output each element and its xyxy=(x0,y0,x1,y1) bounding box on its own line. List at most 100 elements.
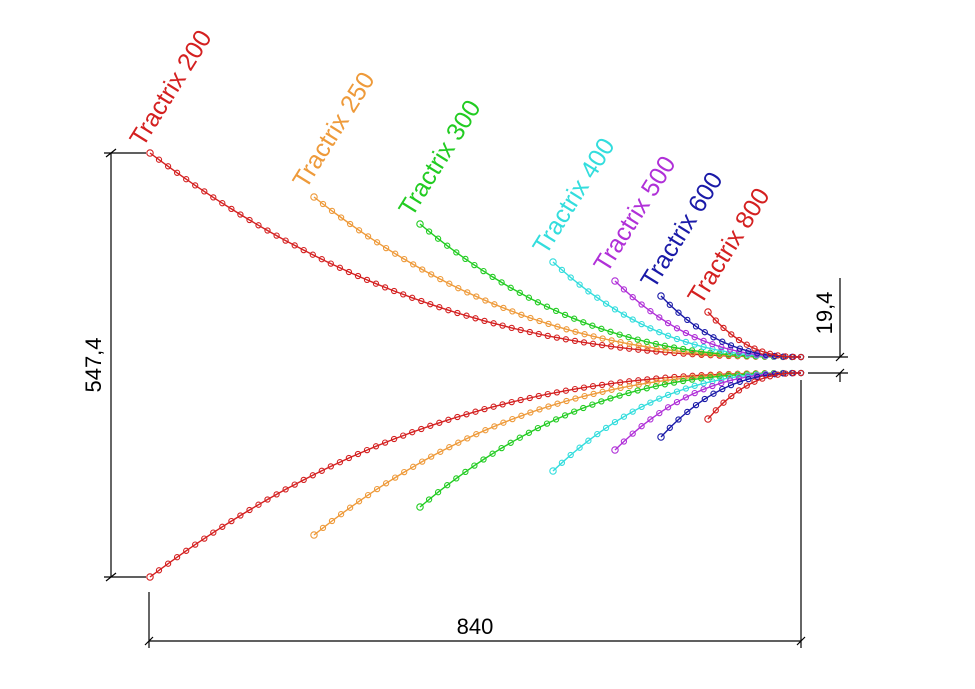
curve-node xyxy=(318,467,325,474)
curve-node xyxy=(463,312,470,319)
curve-node xyxy=(675,416,682,423)
curve-node xyxy=(416,503,424,511)
curve-node xyxy=(490,403,497,410)
curve-node xyxy=(589,322,596,329)
curve-node xyxy=(363,276,371,284)
curve-node xyxy=(446,444,453,451)
curve-node xyxy=(146,149,154,157)
curve-node xyxy=(455,439,462,446)
curve-node xyxy=(585,288,592,295)
curve-node xyxy=(700,380,707,387)
curve-node xyxy=(743,382,750,389)
curve-node xyxy=(571,337,579,345)
curve-node xyxy=(183,547,190,554)
curve-node xyxy=(589,401,596,408)
curve-node xyxy=(580,339,588,346)
curve-node xyxy=(782,353,789,360)
curve-node xyxy=(516,289,523,296)
curve-node xyxy=(656,314,663,321)
curve-node xyxy=(700,337,707,345)
curve-node xyxy=(392,250,399,257)
curve-node xyxy=(736,345,743,352)
tractrix-curve-lower xyxy=(149,372,801,578)
curve-node xyxy=(291,242,298,249)
curve-node xyxy=(264,227,271,234)
curve-node xyxy=(673,325,681,332)
curve-node xyxy=(300,246,307,254)
curve-node xyxy=(282,486,289,493)
curve-node xyxy=(571,385,579,393)
curve-node xyxy=(490,320,497,327)
curve-node xyxy=(607,343,615,350)
curve-node xyxy=(718,379,725,387)
curve-node xyxy=(589,383,597,390)
curve-node xyxy=(273,232,280,239)
curve-node xyxy=(571,408,578,415)
curve-node xyxy=(228,517,235,525)
curve-node xyxy=(682,329,690,337)
curve-node xyxy=(481,405,488,413)
curve-node xyxy=(527,314,534,322)
curve-node xyxy=(774,371,781,378)
curve-node xyxy=(273,491,280,498)
curve-node xyxy=(562,336,570,343)
curve-node xyxy=(662,346,669,353)
curve-node xyxy=(463,411,470,418)
curve-node xyxy=(373,485,381,493)
width-dimension: 840 xyxy=(144,380,806,648)
curve-node xyxy=(580,319,587,326)
curve-node xyxy=(720,324,727,332)
curve-node xyxy=(561,311,569,319)
curve-node xyxy=(608,337,615,344)
curve-node xyxy=(373,239,381,246)
curve-node xyxy=(346,220,354,228)
curve-node xyxy=(381,439,389,446)
curve-node xyxy=(617,339,624,346)
curve-node xyxy=(625,334,632,341)
curve-node xyxy=(427,422,434,429)
curve-node xyxy=(734,352,741,359)
curve-node xyxy=(736,378,743,385)
curve-node xyxy=(482,297,489,304)
curve-node xyxy=(210,529,217,536)
curve-node xyxy=(318,256,325,263)
curve-node xyxy=(709,382,716,390)
curve-node xyxy=(643,385,650,392)
curve-node xyxy=(517,326,524,334)
curve-node xyxy=(455,285,462,292)
curve-node xyxy=(337,214,345,221)
curve-node xyxy=(653,378,660,385)
curve-node xyxy=(219,200,226,207)
curve-node xyxy=(673,398,681,406)
curve-node xyxy=(664,404,672,411)
curve-node xyxy=(598,398,605,405)
curve-node xyxy=(652,340,660,348)
curve-node xyxy=(666,301,673,308)
tractrix-curve-upper xyxy=(313,196,801,358)
height-dimension: 547,4 xyxy=(81,148,146,582)
curve-node xyxy=(638,301,645,308)
curve-node xyxy=(464,289,471,296)
curve-node xyxy=(508,398,515,406)
curve-node xyxy=(590,390,597,398)
curve-node xyxy=(445,307,452,314)
curve-node xyxy=(638,423,645,430)
curve-node xyxy=(419,458,426,465)
curve-node xyxy=(328,517,336,525)
curve-node xyxy=(454,309,461,317)
curve-node xyxy=(634,387,641,394)
curve-node xyxy=(751,345,758,352)
curve-node xyxy=(616,331,623,338)
curve-node xyxy=(345,268,353,276)
curve-node xyxy=(549,467,557,475)
curve-node xyxy=(491,423,498,430)
curve-node xyxy=(585,437,592,444)
curve-node xyxy=(629,294,636,301)
curve-node xyxy=(517,396,524,404)
curve-node xyxy=(728,331,735,338)
curve-node xyxy=(507,284,514,291)
curve-node xyxy=(644,376,651,383)
curve-node xyxy=(602,300,610,307)
curve-node xyxy=(434,235,442,242)
